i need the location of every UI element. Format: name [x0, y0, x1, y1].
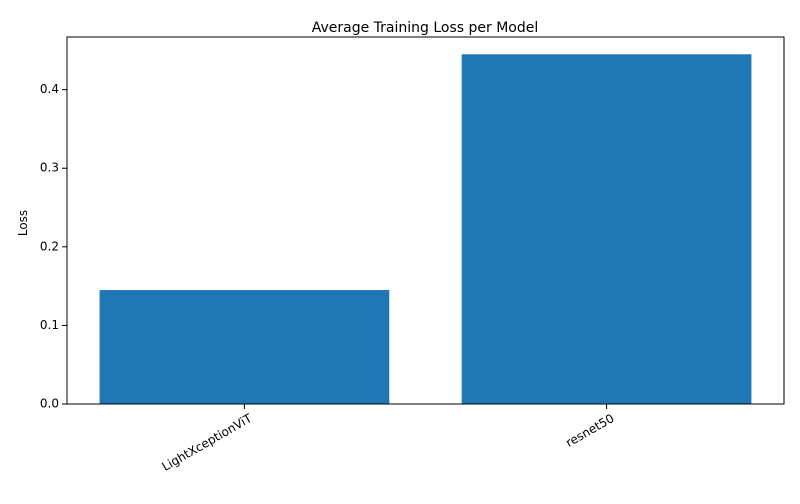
x-tick-label: LightXceptionViT — [160, 411, 255, 474]
y-axis-ticks: 0.0 0.1 0.2 0.3 0.4 — [40, 82, 67, 411]
plot-area-frame — [66, 36, 785, 405]
y-tick-label: 0.4 — [40, 82, 59, 96]
y-tick-label: 0.1 — [40, 318, 59, 332]
bar-lightxceptionvit — [99, 290, 390, 404]
y-tick-label: 0.0 — [40, 397, 59, 411]
bars-group — [99, 54, 752, 405]
x-axis-ticks: LightXceptionViT resnet50 — [160, 404, 616, 474]
chart-title: Average Training Loss per Model — [312, 20, 539, 36]
y-tick-label: 0.2 — [40, 239, 59, 253]
bar-resnet50 — [461, 54, 752, 405]
y-axis-label: Loss — [16, 210, 30, 236]
y-tick-label: 0.3 — [40, 161, 59, 175]
x-tick-label: resnet50 — [563, 411, 616, 450]
